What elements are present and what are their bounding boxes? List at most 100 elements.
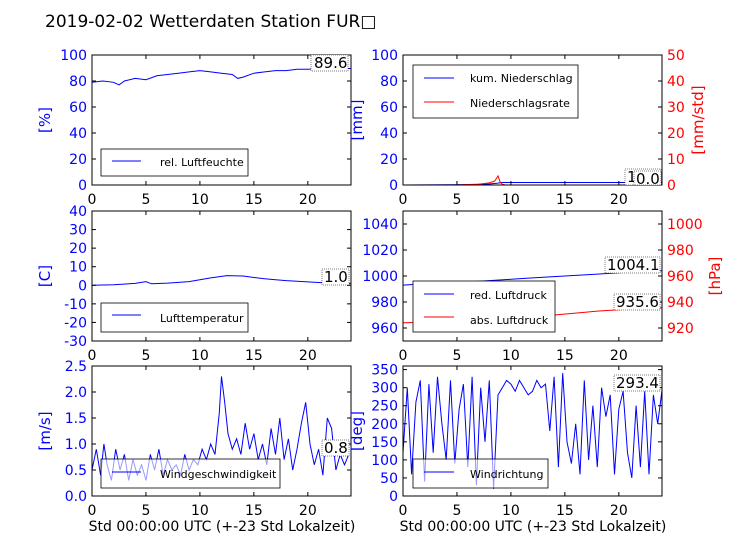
humidity-annotation: 89.6 bbox=[310, 54, 349, 72]
pressure-xtick-label: 15 bbox=[556, 348, 574, 364]
windspeed-axes-frame bbox=[91, 365, 352, 497]
pressure-panel: 0 5 10 15 20 960 980 1000 1020 1040 920 940 960 980 10… bbox=[362, 210, 724, 364]
temperature-axes-frame bbox=[91, 210, 352, 342]
winddirection-ytick-label: 100 bbox=[371, 453, 398, 469]
precipitation-ytick-label: 100 bbox=[371, 48, 398, 64]
winddirection-ytick-label: 250 bbox=[371, 399, 398, 415]
windspeed-ytick-label: 1.0 bbox=[65, 437, 87, 453]
pressure-annotation-absolute-text: 935.6 bbox=[616, 293, 659, 311]
precipitation-xtick-label: 10 bbox=[502, 192, 520, 208]
humidity-annotation-text: 89.6 bbox=[314, 54, 347, 72]
pressure-ytick-right-label: 920 bbox=[667, 321, 694, 337]
pressure-ytick-label: 960 bbox=[371, 321, 398, 337]
precipitation-ytick-right-label: 20 bbox=[667, 126, 685, 142]
humidity-panel: 0 5 10 15 20 0 20 40 60 80 100 [%] rel. Luftfeucht… bbox=[36, 48, 352, 208]
temperature-ytick-label: -30 bbox=[64, 334, 87, 350]
precipitation-annotation-rate-box bbox=[633, 170, 662, 186]
page-title: 2019-02-02 Wetterdaten Station FUR□ bbox=[45, 12, 376, 32]
humidity-ytick-label: 100 bbox=[60, 48, 87, 64]
precipitation-ytick-right-label: 10 bbox=[667, 152, 685, 168]
winddirection-xtick-label: 20 bbox=[610, 503, 628, 519]
precipitation-xtick-label: 0 bbox=[399, 192, 408, 208]
temperature-xtick-label: 0 bbox=[88, 348, 97, 364]
temperature-xtick-label: 5 bbox=[141, 348, 150, 364]
precipitation-ytick-label: 80 bbox=[380, 74, 398, 90]
humidity-xtick-label: 20 bbox=[299, 192, 317, 208]
precipitation-legend-label-cumulative: kum. Niederschlag bbox=[470, 72, 573, 85]
temperature-xtick-label: 20 bbox=[299, 348, 317, 364]
winddirection-legend: Windrichtung bbox=[412, 458, 549, 489]
precipitation-ytick-label: 0 bbox=[389, 178, 398, 194]
precipitation-legend: kum. Niederschlag Niederschlagsrate bbox=[412, 64, 579, 119]
humidity-ytick-label: 20 bbox=[69, 152, 87, 168]
windspeed-annotation-text: 0.8 bbox=[324, 439, 348, 457]
humidity-series-line-0 bbox=[92, 68, 351, 86]
winddirection-ytick-label: 0 bbox=[389, 489, 398, 505]
temperature-panel: 0 5 10 15 20 -30 -20 -10 0 10 20 30 40 [C] Lufttempe… bbox=[36, 204, 352, 364]
winddirection-ytick-label: 200 bbox=[371, 417, 398, 433]
winddirection-ylabel-left: [deg] bbox=[348, 411, 366, 451]
precipitation-ytick-label: 40 bbox=[380, 126, 398, 142]
precipitation-annotation-rate-text: 0.0 bbox=[636, 170, 660, 188]
winddirection-legend-label: Windrichtung bbox=[470, 468, 543, 481]
pressure-legend-label-reduced: red. Luftdruck bbox=[470, 289, 547, 302]
winddirection-ytick-label: 50 bbox=[380, 471, 398, 487]
winddirection-axes-frame bbox=[402, 365, 663, 497]
humidity-ytick-label: 40 bbox=[69, 126, 87, 142]
temperature-legend: Lufttemperatur bbox=[100, 302, 249, 333]
pressure-ytick-label: 1000 bbox=[362, 269, 398, 285]
precipitation-xtick-label: 15 bbox=[556, 192, 574, 208]
humidity-ylabel-left: [%] bbox=[36, 107, 54, 133]
temperature-legend-box bbox=[100, 302, 249, 333]
precipitation-ytick-label: 60 bbox=[380, 100, 398, 116]
pressure-annotation-absolute: 935.6 bbox=[613, 293, 661, 311]
temperature-series-line-0 bbox=[92, 275, 351, 286]
precipitation-ytick-right-label: 40 bbox=[667, 74, 685, 90]
humidity-xtick-label: 0 bbox=[88, 192, 97, 208]
humidity-xtick-label: 5 bbox=[141, 192, 150, 208]
temperature-annotation: 1.0 bbox=[321, 268, 350, 286]
windspeed-annotation: 0.8 bbox=[321, 439, 350, 457]
pressure-ytick-right-label: 940 bbox=[667, 295, 694, 311]
humidity-xtick-label: 10 bbox=[191, 192, 209, 208]
temperature-ytick-label: -10 bbox=[64, 297, 87, 313]
windspeed-ytick-label: 1.5 bbox=[65, 411, 87, 427]
pressure-ytick-label: 1020 bbox=[362, 243, 398, 259]
temperature-annotation-text: 1.0 bbox=[324, 268, 348, 286]
temperature-xtick-label: 15 bbox=[245, 348, 263, 364]
pressure-annotation-absolute-box bbox=[613, 293, 661, 311]
windspeed-ytick-label: 0.5 bbox=[65, 463, 87, 479]
pressure-ytick-label: 1040 bbox=[362, 217, 398, 233]
winddirection-ytick-label: 150 bbox=[371, 435, 398, 451]
temperature-xtick-label: 10 bbox=[191, 348, 209, 364]
pressure-legend: red. Luftdruck abs. Luftdruck bbox=[412, 280, 556, 333]
winddirection-xtick-label: 15 bbox=[556, 503, 574, 519]
pressure-annotation-reduced: 1004.1 bbox=[604, 256, 661, 274]
temperature-ytick-label: 40 bbox=[69, 204, 87, 220]
temperature-ytick-label: 30 bbox=[69, 223, 87, 239]
winddirection-xtick-label: 5 bbox=[452, 503, 461, 519]
windspeed-xtick-label: 0 bbox=[88, 503, 97, 519]
precipitation-xtick-label: 5 bbox=[452, 192, 461, 208]
temperature-ytick-label: -20 bbox=[64, 315, 87, 331]
pressure-ytick-right-label: 980 bbox=[667, 243, 694, 259]
precipitation-annotation-rate: 0.0 bbox=[633, 170, 662, 188]
winddirection-legend-box bbox=[412, 458, 549, 489]
windspeed-ytick-label: 0.0 bbox=[65, 489, 87, 505]
pressure-ytick-right-label: 1000 bbox=[667, 217, 703, 233]
windspeed-legend-label: Windgeschwindigkeit bbox=[160, 468, 277, 481]
windspeed-ylabel-left: [m/s] bbox=[36, 411, 54, 450]
pressure-annotation-reduced-box bbox=[604, 256, 661, 274]
winddirection-annotation: 293.4 bbox=[613, 374, 661, 392]
temperature-annotation-box bbox=[321, 268, 350, 286]
humidity-ytick-label: 0 bbox=[78, 178, 87, 194]
temperature-legend-label: Lufttemperatur bbox=[160, 312, 244, 325]
windspeed-annotation-box bbox=[321, 439, 350, 457]
winddirection-annotation-text: 293.4 bbox=[616, 374, 659, 392]
windspeed-panel: 0 5 10 15 20 0.0 0.5 1.0 1.5 2.0 2.5 [m/s] Std 00:… bbox=[36, 359, 355, 535]
precipitation-panel: 0 5 10 15 20 0 20 40 60 80 100 0 10 20 30 40 50 [mm] [mm… bbox=[348, 48, 707, 208]
humidity-ytick-label: 60 bbox=[69, 100, 87, 116]
pressure-xtick-label: 5 bbox=[452, 348, 461, 364]
